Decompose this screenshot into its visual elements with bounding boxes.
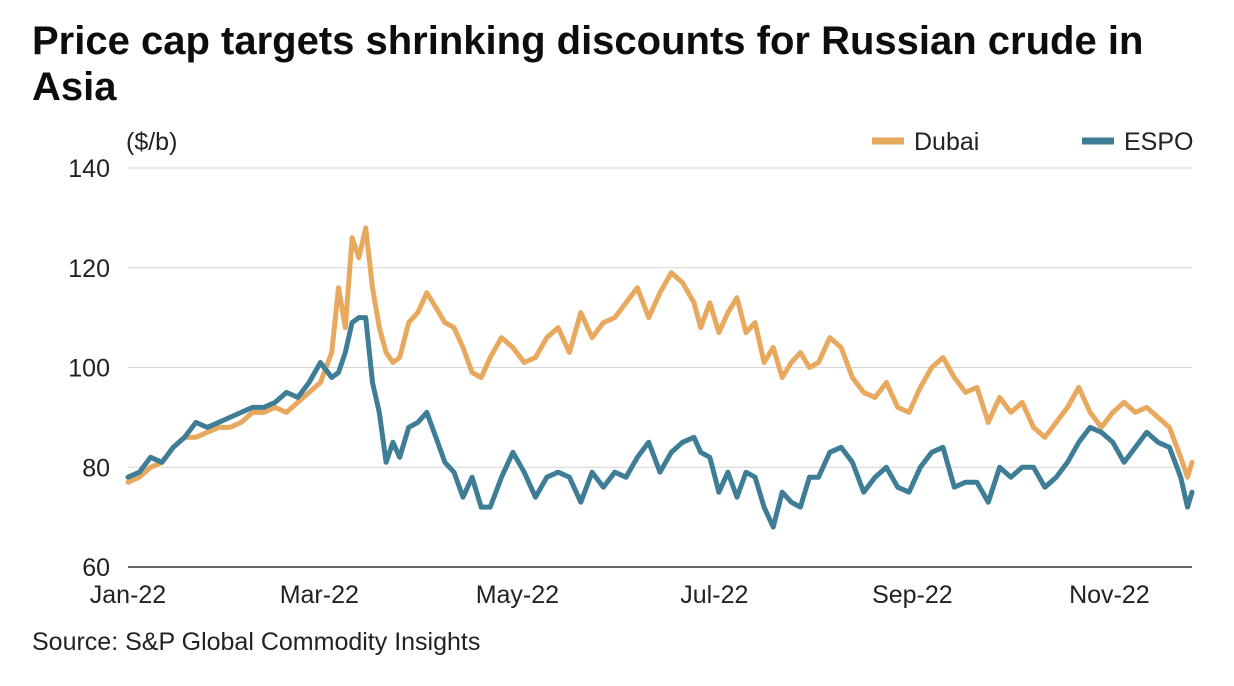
legend: Dubai ESPO	[872, 128, 1193, 156]
y-axis-unit-label: ($/b)	[126, 128, 177, 156]
y-tick-label-120: 120	[68, 255, 110, 283]
y-tick-label-80: 80	[82, 454, 110, 482]
legend-label-espo: ESPO	[1124, 128, 1193, 156]
x-axis-ticks: Jan-22 Mar-22 May-22 Jul-22 Sep-22 Nov-22	[90, 581, 1150, 609]
series-line-espo	[125, 315, 1195, 530]
y-tick-label-140: 140	[68, 155, 110, 183]
series-lines	[125, 225, 1195, 530]
y-axis-ticks: 60 80 100 120 140	[68, 155, 110, 582]
x-tick-label-jan-22: Jan-22	[90, 581, 166, 609]
series-line-dubai	[125, 225, 1195, 485]
x-tick-label-jul-22: Jul-22	[680, 581, 748, 609]
y-tick-label-100: 100	[68, 355, 110, 383]
y-tick-label-60: 60	[82, 554, 110, 582]
chart-title: Price cap targets shrinking discounts fo…	[32, 19, 1144, 109]
x-tick-label-may-22: May-22	[476, 581, 559, 609]
legend-label-dubai: Dubai	[914, 128, 979, 156]
grid-lines	[128, 167, 1192, 568]
x-tick-label-nov-22: Nov-22	[1069, 581, 1150, 609]
x-tick-label-mar-22: Mar-22	[280, 581, 359, 609]
x-tick-label-sep-22: Sep-22	[872, 581, 953, 609]
source-note: Source: S&P Global Commodity Insights	[32, 628, 481, 656]
